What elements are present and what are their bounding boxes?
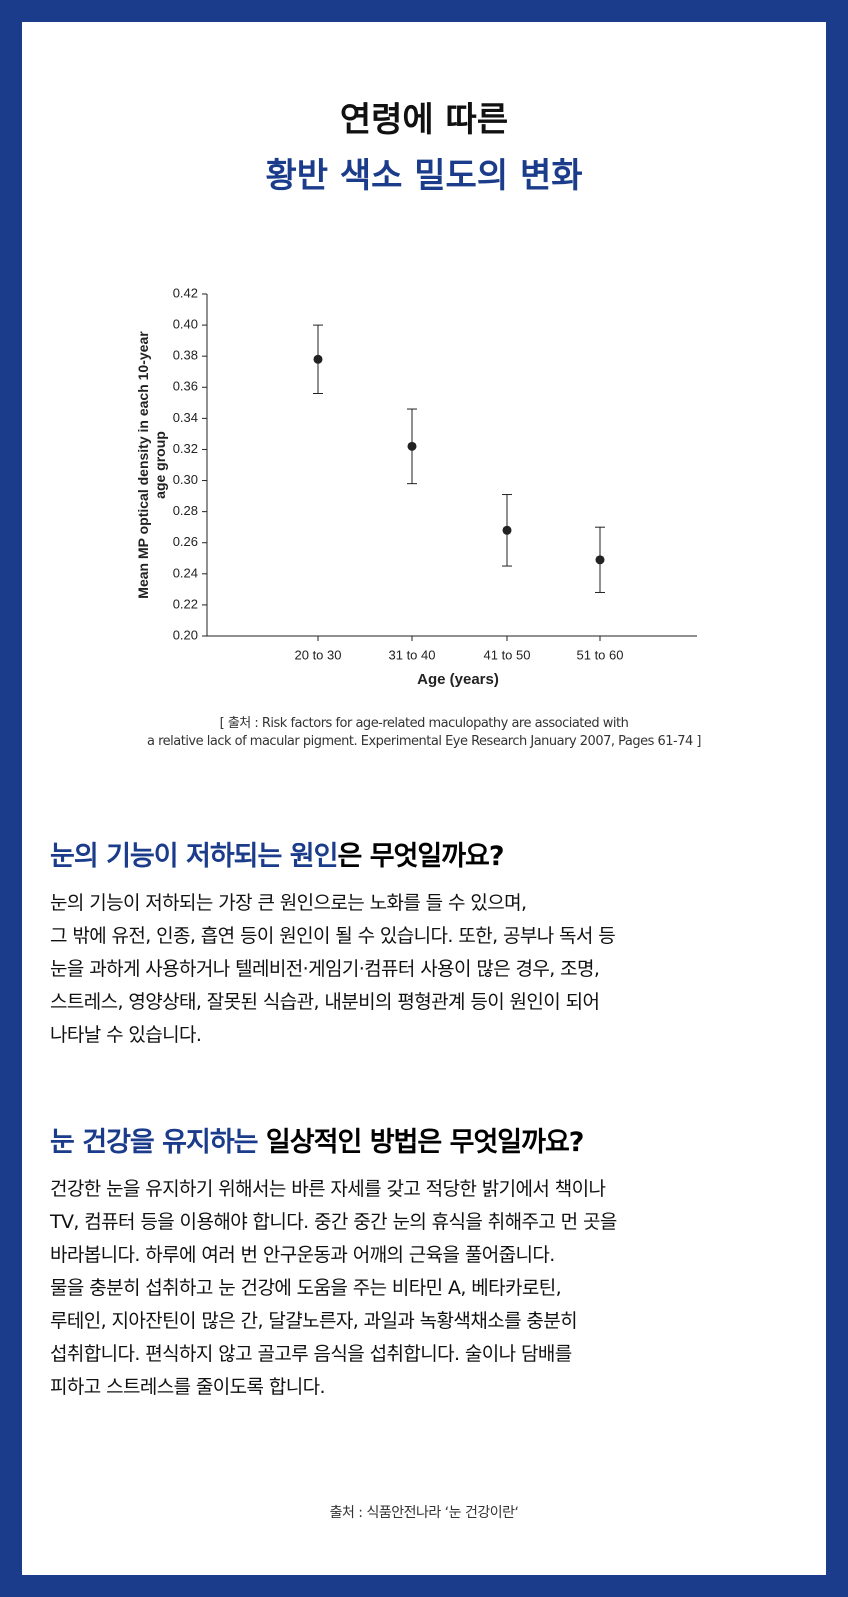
- section: 눈 건강을 유지하는 일상적인 방법은 무엇일까요? 건강한 눈을 유지하기 위해…: [50, 1120, 810, 1404]
- data-point: [595, 555, 605, 565]
- section-heading: 눈 건강을 유지하는 일상적인 방법은 무엇일까요?: [50, 1120, 810, 1159]
- x-tick-label: 31 to 40: [389, 647, 436, 662]
- y-axis-label-line: Mean MP optical density in each 10-year: [135, 331, 151, 599]
- heading-part: 은 무엇일까요?: [337, 841, 504, 872]
- data-point: [502, 525, 512, 535]
- y-axis-label-line: age group: [152, 431, 168, 499]
- chart-source: a relative lack of macular pigment. Expe…: [146, 734, 702, 749]
- x-tick-label: 20 to 30: [295, 647, 342, 662]
- heading-part: 눈 건강을 유지하는: [50, 1127, 259, 1158]
- title: 연령에 따른: [339, 100, 509, 140]
- y-tick-label: 0.24: [173, 565, 198, 580]
- y-tick-label: 0.28: [173, 503, 198, 518]
- y-tick-label: 0.38: [173, 348, 198, 363]
- body-line: TV, 컴퓨터 등을 이용해야 합니다. 중간 중간 눈의 휴식을 취해주고 먼…: [50, 1211, 617, 1233]
- data-point: [313, 354, 323, 364]
- body-line: 눈을 과하게 사용하거나 텔레비전·게임기·컴퓨터 사용이 많은 경우, 조명,: [50, 958, 600, 980]
- y-tick-label: 0.32: [173, 441, 198, 456]
- chart-source: [ 출처 : Risk factors for age-related macu…: [219, 716, 629, 731]
- footer-source: 출처 : 식품안전나라 ‘눈 건강이란‘: [329, 1505, 519, 1521]
- y-tick-label: 0.34: [173, 410, 198, 425]
- body-line: 나타날 수 있습니다.: [50, 1024, 202, 1046]
- y-tick-label: 0.36: [173, 379, 198, 394]
- section-heading: 눈의 기능이 저하되는 원인은 무엇일까요?: [50, 834, 810, 873]
- body-line: 눈의 기능이 저하되는 가장 큰 원인으로는 노화를 들 수 있으며,: [50, 892, 527, 914]
- body-line: 물을 충분히 섭취하고 눈 건강에 도움을 주는 비타민 A, 베타카로틴,: [50, 1277, 562, 1299]
- section: 눈의 기능이 저하되는 원인은 무엇일까요? 눈의 기능이 저하되는 가장 큰 원…: [50, 834, 810, 1052]
- x-tick-label: 41 to 50: [484, 647, 531, 662]
- y-tick-label: 0.42: [173, 285, 198, 300]
- x-tick-label: 51 to 60: [577, 647, 624, 662]
- body-line: 그 밖에 유전, 인종, 흡연 등이 원인이 될 수 있습니다. 또한, 공부나…: [50, 925, 616, 947]
- y-tick-label: 0.20: [173, 627, 198, 642]
- body-line: 루테인, 지아잔틴이 많은 간, 달걀노른자, 과일과 녹황색채소를 충분히: [50, 1310, 578, 1332]
- y-tick-label: 0.30: [173, 472, 198, 487]
- body-line: 피하고 스트레스를 줄이도록 합니다.: [50, 1376, 326, 1398]
- content: 연령에 따른 황반 색소 밀도의 변화 0.20 0.22 0.24 0.26 0.28…: [22, 22, 826, 1575]
- title: 황반 색소 밀도의 변화: [265, 156, 583, 196]
- y-tick-label: 0.26: [173, 534, 198, 549]
- x-axis-label: Age (years): [417, 671, 499, 688]
- data-point: [407, 441, 417, 451]
- y-tick-label: 0.40: [173, 317, 198, 332]
- heading-part: 일상적인 방법은 무엇일까요?: [257, 1127, 585, 1158]
- body-line: 섭취합니다. 편식하지 않고 골고루 음식을 섭취합니다. 술이나 담배를: [50, 1343, 572, 1365]
- chart: 0.20 0.22 0.24 0.26 0.28 0.30 0.32 0.34 0.36 0.38…: [135, 285, 697, 688]
- body-line: 스트레스, 영양상태, 잘못된 식습관, 내분비의 평형관계 등이 원인이 되어: [50, 991, 600, 1013]
- heading-part: 눈의 기능이 저하되는 원인: [50, 841, 338, 872]
- body-line: 건강한 눈을 유지하기 위해서는 바른 자세를 갖고 적당한 밝기에서 책이나: [50, 1178, 606, 1200]
- body-line: 바라봅니다. 하루에 여러 번 안구운동과 어깨의 근육을 풀어줍니다.: [50, 1244, 555, 1266]
- y-axis-label: Mean MP optical density in each 10-yeara…: [135, 331, 168, 599]
- y-tick-label: 0.22: [173, 596, 198, 611]
